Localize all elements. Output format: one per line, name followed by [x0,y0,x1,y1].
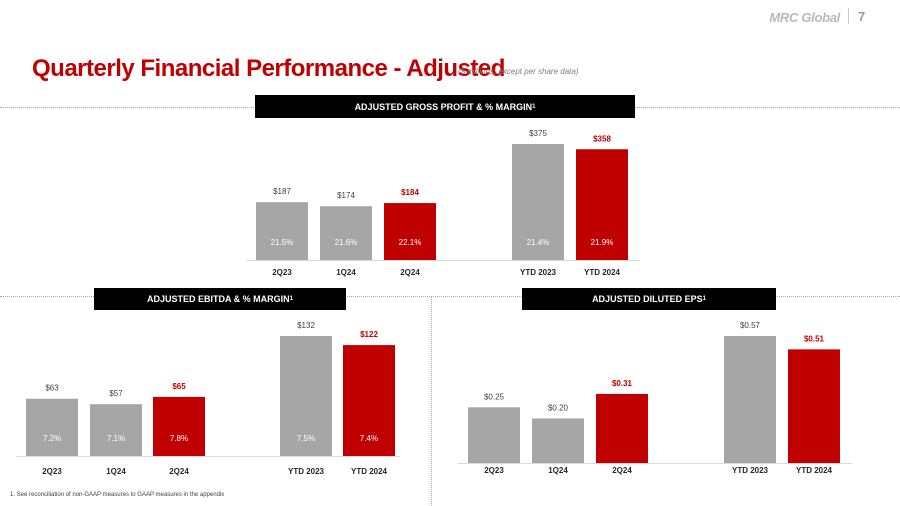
gross-profit-category-label-3: YTD 2023 [520,268,557,277]
ebitda-bar-4 [343,345,395,456]
gross-profit-value-label-2: $184 [401,188,419,197]
gross-profit-bar-0 [256,202,308,260]
ebitda-category-label-4: YTD 2024 [351,467,388,476]
eps-value-label-3: $0.57 [740,321,761,330]
ebitda-bar-3 [280,336,332,456]
eps-value-label-4: $0.51 [804,334,825,343]
eps-bar-1 [532,418,584,463]
gross-profit-title: ADJUSTED GROSS PROFIT & % MARGIN [354,101,533,112]
gross-profit-margin-label-0: 21.5% [271,238,294,247]
page-number: 7 [858,9,866,24]
ebitda-category-label-3: YTD 2023 [288,467,325,476]
gross-profit-margin-label-3: 21.4% [527,238,550,247]
eps-category-label-2: 2Q24 [612,466,632,475]
eps-category-label-3: YTD 2023 [732,466,769,475]
eps-title: ADJUSTED DILUTED EPS [592,294,703,304]
page-title: Quarterly Financial Performance - Adjust… [32,55,505,82]
ebitda-margin-label-0: 7.2% [43,434,61,443]
eps-value-label-1: $0.20 [548,403,569,412]
ebitda-category-label-0: 2Q23 [42,467,62,476]
ebitda-title: ADJUSTED EBITDA & % MARGIN [146,294,290,304]
gross-profit-bar-3 [512,144,564,260]
gross-profit-category-label-0: 2Q23 [272,268,292,277]
gross-profit-category-label-1: 1Q24 [336,268,356,277]
ebitda-category-label-1: 1Q24 [106,467,126,476]
eps-category-label-4: YTD 2024 [796,466,833,475]
divider-vertical [431,296,432,506]
gross-profit-margin-label-4: 21.9% [591,238,614,247]
footnote: 1. See reconciliation of non-GAAP measur… [10,492,225,498]
ebitda-category-label-2: 2Q24 [169,467,189,476]
ebitda-bar-0 [26,398,78,456]
page-subtitle: ($ millions, except per share data) [458,67,579,76]
eps-value-label-2: $0.31 [612,379,633,388]
ebitda-margin-label-1: 7.1% [107,434,125,443]
ebitda-margin-label-3: 7.5% [297,434,315,443]
ebitda-bar-1 [90,404,142,456]
ebitda-value-label-0: $63 [45,384,59,393]
ebitda-margin-label-4: 7.4% [360,434,378,443]
gross-profit-bar-2 [384,203,436,260]
gross-profit-category-label-4: YTD 2024 [584,268,621,277]
eps-bar-0 [468,407,520,463]
ebitda-banner: ADJUSTED EBITDA & % MARGIN 1 [94,288,346,310]
eps-bar-3 [724,336,776,463]
gross-profit-bar-4 [576,149,628,260]
eps-value-label-0: $0.25 [484,392,505,401]
gross-profit-value-label-1: $174 [337,191,355,200]
gross-profit-category-label-2: 2Q24 [400,268,420,277]
gross-profit-margin-label-1: 21.6% [335,238,358,247]
ebitda-value-label-4: $122 [360,330,378,339]
eps-banner: ADJUSTED DILUTED EPS 1 [522,288,776,310]
gross-profit-margin-label-2: 22.1% [399,238,422,247]
gross-profit-value-label-0: $187 [273,187,291,196]
eps-category-label-1: 1Q24 [548,466,568,475]
ebitda-bar-2 [153,396,205,456]
gross-profit-value-label-4: $358 [593,134,611,143]
eps-bar-2 [596,393,648,463]
divider-middle [0,296,900,297]
gross-profit-banner: ADJUSTED GROSS PROFIT & % MARGIN 1 [255,95,635,118]
ebitda-margin-label-2: 7.8% [170,434,188,443]
ebitda-value-label-1: $57 [109,389,123,398]
eps-bar-4 [788,349,840,463]
eps-category-label-0: 2Q23 [484,466,504,475]
gross-profit-value-label-3: $375 [529,129,547,138]
company-logo: MRC Global [769,10,840,25]
ebitda-value-label-2: $65 [172,382,186,391]
gross-profit-bar-1 [320,206,372,260]
ebitda-value-label-3: $132 [297,321,315,330]
logo-divider [848,8,849,24]
